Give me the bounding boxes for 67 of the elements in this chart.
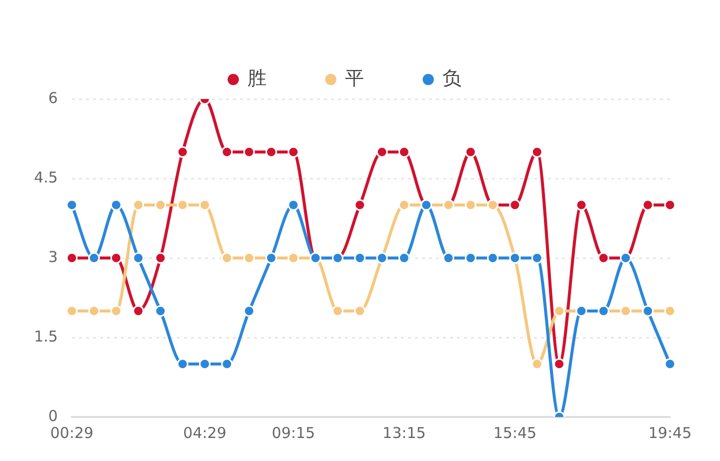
point [132,252,144,264]
point [398,252,410,264]
point [531,252,543,264]
point [66,305,78,317]
point [221,146,233,158]
point [132,199,144,211]
point [354,252,366,264]
point [664,358,676,370]
y-tick-label: 1.5 [34,327,58,346]
point [464,199,476,211]
x-tick-label: 15:45 [493,424,537,442]
point [66,252,78,264]
point [598,252,610,264]
point [487,252,499,264]
point [154,199,166,211]
point [132,305,144,317]
point [221,358,233,370]
point [243,146,255,158]
x-tick-label: 04:29 [183,424,226,442]
x-tick-label: 00:29 [50,424,94,442]
point [176,358,188,370]
x-tick-label: 19:45 [648,424,692,442]
point [398,146,410,158]
point [442,252,454,264]
point [243,252,255,264]
point [464,252,476,264]
point [531,358,543,370]
point [88,305,100,317]
point [354,305,366,317]
legend-label: 负 [442,67,462,90]
point [243,305,255,317]
point [288,199,300,211]
point [110,252,122,264]
point [509,199,521,211]
x-tick-label: 13:15 [382,424,426,442]
point [265,146,277,158]
point [664,199,676,211]
point [376,146,388,158]
point [176,199,188,211]
x-tick-label: 09:15 [272,424,316,442]
point [620,305,632,317]
point [332,305,344,317]
point [176,146,188,158]
y-tick-label: 3 [48,248,58,266]
point [199,199,211,211]
point [398,199,410,211]
point [66,199,78,211]
point [199,358,211,370]
point [288,252,300,264]
y-tick-label: 6 [48,88,58,107]
legend-label: 平 [344,67,364,90]
y-tick-label: 4.5 [34,168,58,186]
point [553,305,565,317]
point [464,146,476,158]
legend-label: 胜 [247,67,266,90]
point [288,146,300,158]
point [531,146,543,158]
point [642,199,654,211]
point [664,305,676,317]
point [154,252,166,264]
point [354,199,366,211]
point [110,199,122,211]
point [110,305,122,317]
point [221,252,233,264]
y-tick-label: 0 [48,406,58,425]
point [154,305,166,317]
point [576,199,588,211]
